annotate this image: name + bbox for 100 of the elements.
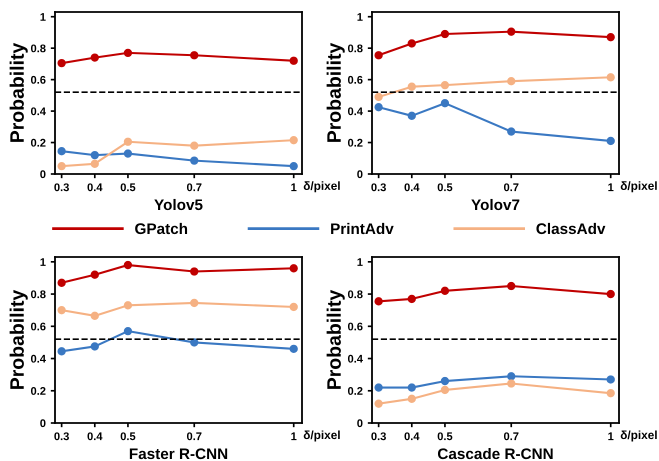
point [507, 379, 516, 388]
text: Yolov5 [154, 198, 203, 210]
y-tick-label: 0 [40, 419, 46, 428]
point [90, 150, 99, 160]
point [90, 160, 99, 168]
x-tick-label: 0.3 [54, 432, 69, 440]
point [90, 342, 99, 351]
x-tick-label: 1 [291, 183, 296, 192]
y-axis-title: Probability [10, 290, 28, 389]
point [408, 383, 416, 392]
point [440, 386, 450, 394]
point [57, 162, 66, 170]
y-tick-label: 0.8 [348, 290, 363, 298]
x-tick-label: 1 [291, 432, 296, 440]
y-tick-label: 0.8 [348, 44, 363, 52]
y-tick-label: 0 [357, 170, 363, 178]
y-tick-label: 0.8 [30, 44, 46, 52]
point [124, 149, 132, 158]
point [190, 298, 198, 308]
point [90, 270, 99, 279]
point [440, 286, 450, 296]
y-tick-label: 0.2 [30, 138, 46, 147]
point [57, 147, 66, 156]
point [374, 399, 383, 408]
legend-label: GPatch [135, 222, 188, 234]
x-tick-label: 0.7 [504, 432, 518, 440]
point [374, 92, 383, 102]
x-tick-label: 0.5 [120, 432, 136, 440]
text: Faster R-CNN [130, 448, 228, 460]
point [440, 99, 450, 108]
point [374, 102, 383, 112]
point [507, 127, 516, 136]
point [440, 80, 450, 90]
point [507, 77, 516, 86]
point [606, 136, 615, 146]
point [124, 326, 132, 336]
point [124, 138, 132, 146]
point [374, 51, 383, 60]
point [440, 30, 450, 38]
y-axis-title: Probability [326, 42, 345, 142]
point [290, 162, 298, 170]
x-axis-title: δ/pixel [620, 430, 657, 442]
x-tick-label: 1 [608, 183, 614, 192]
point [507, 27, 516, 36]
point [290, 302, 298, 312]
point [290, 264, 298, 272]
y-tick-label: 0.4 [348, 107, 363, 116]
y-tick-label: 1 [40, 258, 46, 266]
y-tick-label: 0.4 [30, 354, 46, 363]
y-tick-label: 1 [40, 13, 46, 21]
point [408, 82, 416, 91]
point [57, 58, 66, 68]
y-tick-label: 0.6 [348, 322, 363, 330]
point [408, 294, 416, 304]
legend-label: ClassAdv [536, 222, 606, 234]
point [290, 136, 298, 144]
x-axis-title: δ/pixel [304, 430, 340, 442]
x-tick-label: 1 [608, 432, 614, 440]
x-tick-label: 0.4 [404, 432, 420, 440]
point [124, 260, 132, 270]
y-tick-label: 0.2 [30, 387, 46, 395]
text: Cascade R-CNN [438, 448, 553, 460]
x-tick-label: 0.5 [120, 183, 136, 192]
point [190, 338, 198, 347]
point [606, 33, 615, 42]
point [124, 48, 132, 58]
y-tick-label: 0.6 [30, 322, 46, 330]
y-axis-title: Probability [326, 290, 345, 389]
point [507, 372, 516, 380]
point [606, 375, 615, 384]
x-tick-label: 0.4 [88, 183, 102, 192]
point [57, 278, 66, 287]
y-tick-label: 1 [357, 258, 363, 266]
x-tick-label: 0.7 [186, 183, 202, 192]
x-tick-label: 0.4 [404, 183, 420, 192]
point [190, 51, 198, 60]
y-tick-label: 0.2 [348, 138, 363, 147]
y-tick-label: 0.4 [348, 354, 363, 363]
point [507, 282, 516, 290]
y-tick-label: 0 [40, 170, 46, 178]
point [606, 73, 615, 82]
point [408, 39, 416, 48]
y-tick-label: 1 [357, 13, 363, 21]
point [290, 344, 298, 354]
y-tick-label: 0.2 [348, 387, 363, 395]
y-tick-label: 0 [357, 419, 363, 428]
point [190, 156, 198, 165]
point [408, 394, 416, 403]
y-tick-label: 0.6 [30, 76, 46, 84]
point [90, 53, 99, 62]
x-tick-label: 0.3 [54, 183, 69, 192]
point [408, 112, 416, 120]
x-axis-title: δ/pixel [620, 181, 657, 192]
text: Yolov7 [471, 198, 520, 210]
y-axis-title: Probability [10, 42, 28, 142]
point [606, 290, 615, 298]
x-tick-label: 0.4 [88, 432, 102, 440]
y-tick-label: 0.8 [30, 290, 46, 298]
point [606, 389, 615, 398]
y-tick-label: 0.6 [348, 76, 363, 84]
